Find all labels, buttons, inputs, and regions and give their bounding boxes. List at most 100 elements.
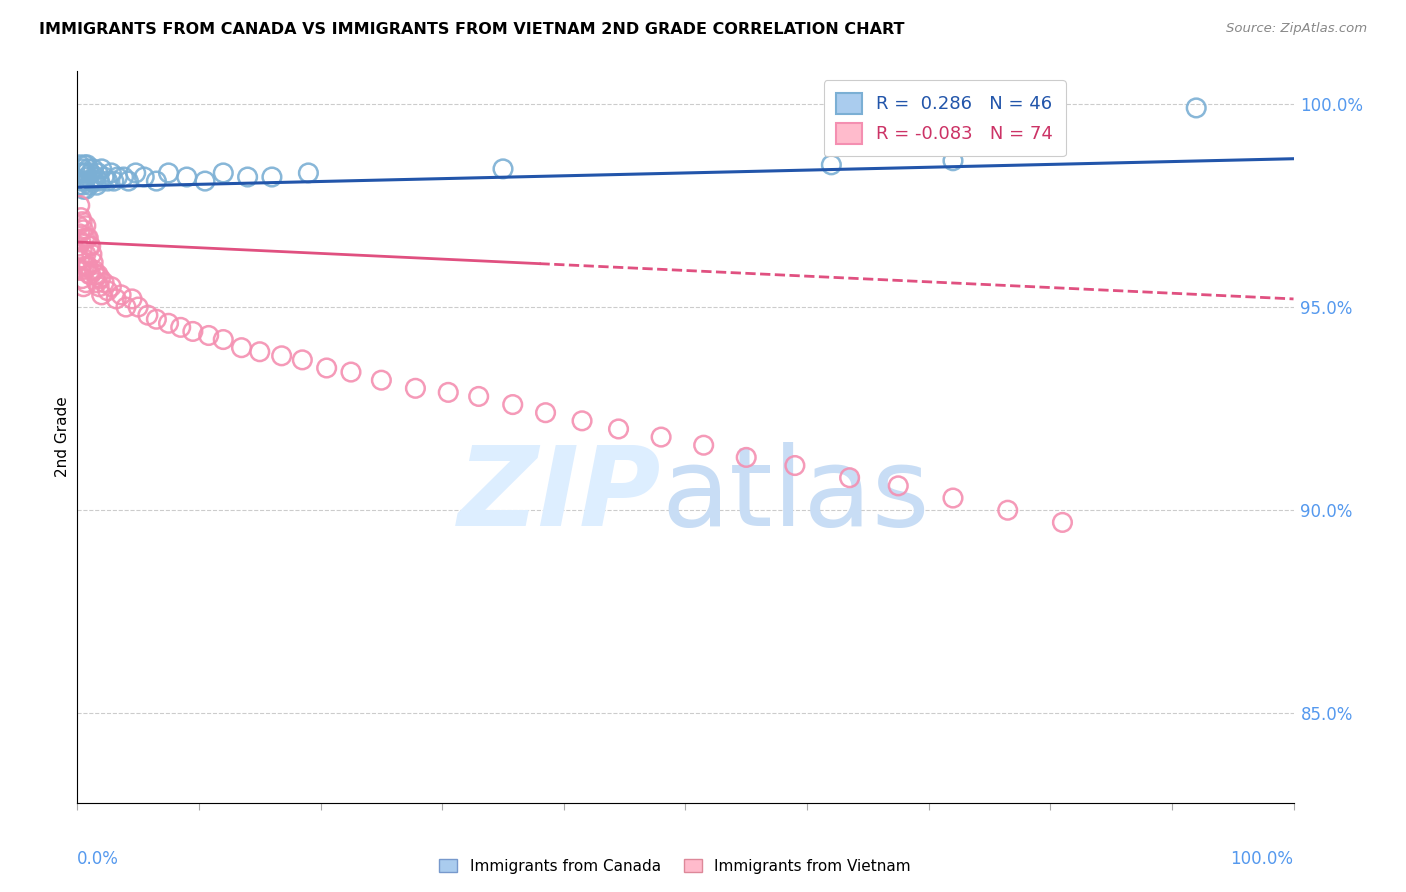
Point xyxy=(117,174,139,188)
Point xyxy=(125,166,148,180)
Point xyxy=(79,268,101,282)
Point xyxy=(340,365,363,379)
Point xyxy=(70,243,93,257)
Point xyxy=(157,166,180,180)
Point xyxy=(76,158,98,172)
Point xyxy=(997,503,1019,517)
Point xyxy=(100,166,122,180)
Text: IMMIGRANTS FROM CANADA VS IMMIGRANTS FROM VIETNAM 2ND GRADE CORRELATION CHART: IMMIGRANTS FROM CANADA VS IMMIGRANTS FRO… xyxy=(39,22,905,37)
Y-axis label: 2nd Grade: 2nd Grade xyxy=(55,397,70,477)
Point xyxy=(82,255,104,269)
Point xyxy=(107,169,129,184)
Point xyxy=(136,308,159,322)
Point xyxy=(79,178,101,193)
Point xyxy=(83,174,105,188)
Point xyxy=(75,219,97,233)
Point xyxy=(76,231,98,245)
Point xyxy=(134,169,156,184)
Point xyxy=(97,284,120,298)
Point xyxy=(80,174,103,188)
Point xyxy=(404,381,426,395)
Point xyxy=(121,292,143,306)
Point xyxy=(75,276,97,290)
Point xyxy=(100,279,122,293)
Point xyxy=(1052,516,1074,530)
Point xyxy=(69,198,91,212)
Point xyxy=(90,161,112,176)
Point xyxy=(72,223,94,237)
Point xyxy=(502,398,524,412)
Point xyxy=(70,178,93,193)
Point xyxy=(157,316,180,330)
Legend: R =  0.286   N = 46, R = -0.083   N = 74: R = 0.286 N = 46, R = -0.083 N = 74 xyxy=(824,80,1066,156)
Point xyxy=(90,288,112,302)
Point xyxy=(291,352,314,367)
Point xyxy=(67,219,90,233)
Point xyxy=(194,174,217,188)
Point xyxy=(77,260,100,274)
Point xyxy=(87,268,110,282)
Point xyxy=(231,341,253,355)
Point xyxy=(820,158,842,172)
Text: ZIP: ZIP xyxy=(457,442,661,549)
Point xyxy=(607,422,630,436)
Point xyxy=(212,333,235,347)
Point xyxy=(89,174,111,188)
Point xyxy=(84,169,107,184)
Text: Source: ZipAtlas.com: Source: ZipAtlas.com xyxy=(1226,22,1367,36)
Point xyxy=(170,320,193,334)
Point xyxy=(70,263,93,277)
Point xyxy=(89,279,111,293)
Point xyxy=(887,479,910,493)
Point xyxy=(72,252,94,266)
Point xyxy=(72,279,94,293)
Point xyxy=(77,231,100,245)
Point xyxy=(105,292,128,306)
Point xyxy=(297,166,319,180)
Point xyxy=(69,252,91,266)
Point xyxy=(315,361,337,376)
Point xyxy=(73,174,96,188)
Point xyxy=(82,161,104,176)
Point xyxy=(145,174,167,188)
Point xyxy=(93,169,115,184)
Point xyxy=(80,247,103,261)
Text: 0.0%: 0.0% xyxy=(77,850,120,868)
Point xyxy=(145,312,167,326)
Point xyxy=(86,276,108,290)
Point xyxy=(67,178,90,193)
Point xyxy=(97,174,120,188)
Legend: Immigrants from Canada, Immigrants from Vietnam: Immigrants from Canada, Immigrants from … xyxy=(433,853,917,880)
Point xyxy=(735,450,758,465)
Point xyxy=(236,169,259,184)
Point xyxy=(70,166,93,180)
Text: atlas: atlas xyxy=(661,442,929,549)
Point xyxy=(942,491,965,505)
Text: 100.0%: 100.0% xyxy=(1230,850,1294,868)
Point xyxy=(86,178,108,193)
Point xyxy=(115,300,138,314)
Point xyxy=(70,211,93,225)
Point xyxy=(260,169,283,184)
Point xyxy=(70,161,93,176)
Point xyxy=(73,260,96,274)
Point xyxy=(73,231,96,245)
Point xyxy=(181,325,204,339)
Point xyxy=(103,174,125,188)
Point xyxy=(80,239,103,253)
Point xyxy=(1185,101,1208,115)
Point xyxy=(437,385,460,400)
Point xyxy=(80,268,103,282)
Point xyxy=(110,288,132,302)
Point xyxy=(270,349,292,363)
Point xyxy=(69,227,91,241)
Point xyxy=(80,166,103,180)
Point xyxy=(89,271,111,285)
Point xyxy=(83,263,105,277)
Point xyxy=(72,182,94,196)
Point xyxy=(87,166,110,180)
Point xyxy=(70,174,93,188)
Point xyxy=(571,414,593,428)
Point xyxy=(467,389,489,403)
Point xyxy=(72,166,94,180)
